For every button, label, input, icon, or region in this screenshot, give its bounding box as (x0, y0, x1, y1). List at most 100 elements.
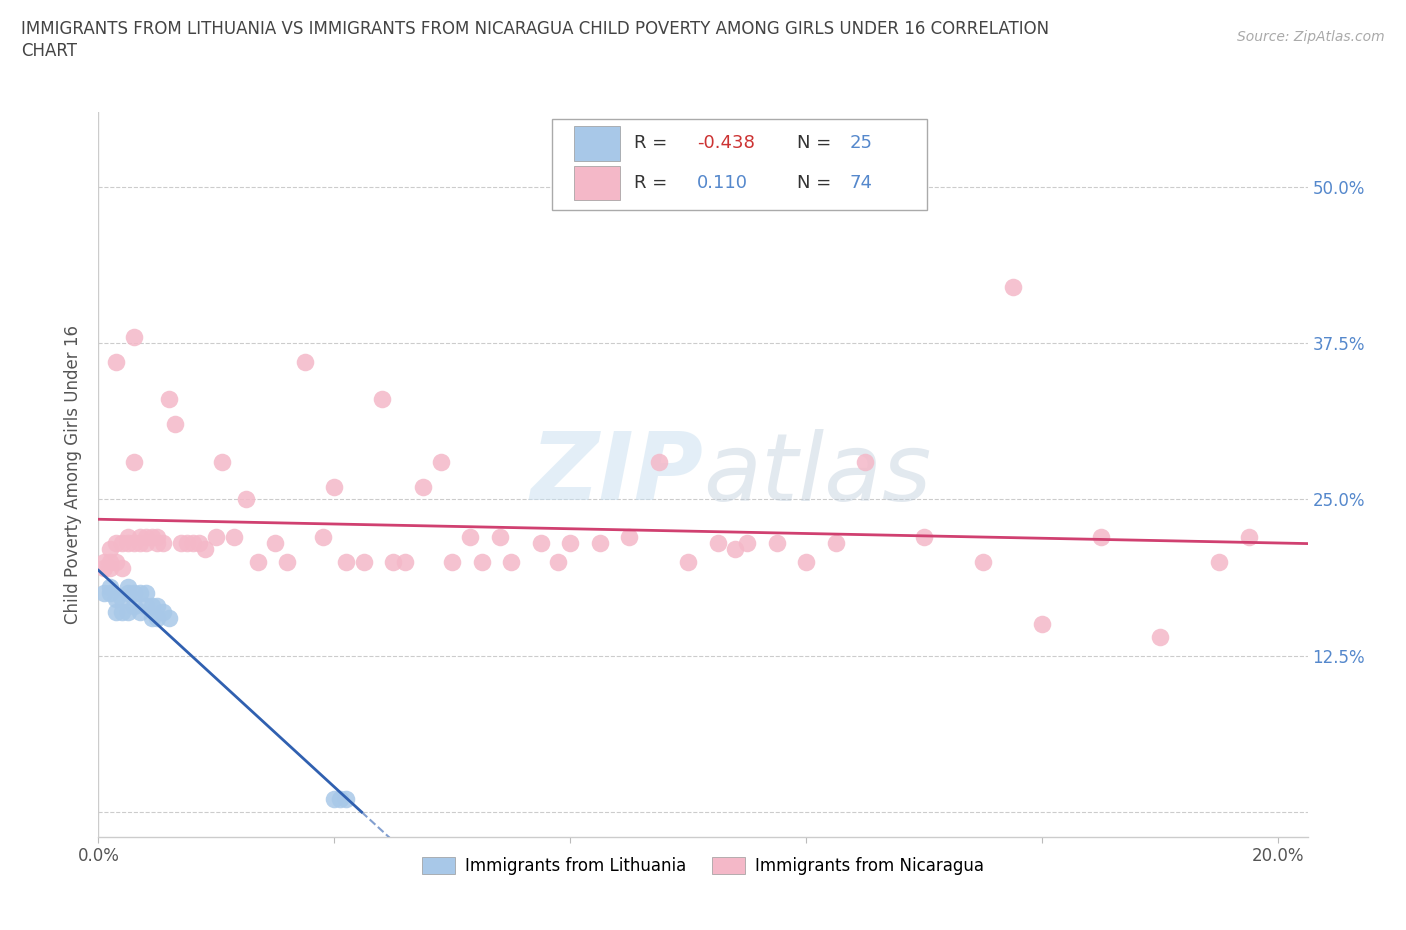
Text: ZIP: ZIP (530, 429, 703, 520)
Point (194, 542, 217, 557)
Point (1031, 617, 1053, 631)
Legend: Immigrants from Lithuania, Immigrants from Nicaragua: Immigrants from Lithuania, Immigrants fr… (413, 848, 993, 884)
Point (589, 536, 612, 551)
Point (146, 611, 169, 626)
Point (972, 554, 994, 569)
Point (560, 536, 582, 551)
Point (1149, 630, 1171, 644)
Point (152, 604, 174, 619)
Point (187, 536, 209, 551)
Point (135, 598, 157, 613)
Point (412, 479, 434, 494)
Point (98, 554, 121, 569)
Point (311, 529, 333, 544)
Point (117, 604, 139, 619)
Point (165, 417, 187, 432)
Point (458, 529, 481, 544)
Point (370, 392, 392, 406)
Point (117, 586, 139, 601)
Point (1208, 554, 1230, 569)
Point (181, 536, 204, 551)
Point (117, 579, 139, 594)
Point (128, 586, 150, 601)
Point (146, 598, 169, 613)
Point (678, 554, 700, 569)
Point (111, 561, 134, 576)
Point (530, 536, 553, 551)
Point (501, 554, 523, 569)
Bar (574, 126, 620, 161)
Point (105, 591, 128, 606)
Point (141, 529, 163, 544)
Point (912, 529, 935, 544)
Point (98, 561, 121, 576)
Point (152, 536, 174, 551)
Point (141, 611, 163, 626)
Point (824, 536, 846, 551)
Point (276, 554, 298, 569)
Point (735, 536, 758, 551)
Point (111, 604, 134, 619)
Point (122, 455, 145, 470)
Point (135, 529, 157, 544)
Point (294, 354, 316, 369)
Point (146, 529, 169, 544)
Point (619, 529, 641, 544)
Point (429, 455, 451, 470)
Text: 0.110: 0.110 (697, 174, 748, 193)
Point (111, 591, 134, 606)
Point (111, 536, 134, 551)
Point (128, 529, 150, 544)
Point (105, 604, 128, 619)
Point (122, 586, 145, 601)
Point (93, 554, 115, 569)
Point (105, 536, 128, 551)
Point (105, 354, 128, 369)
Point (323, 479, 346, 494)
Point (329, 792, 352, 807)
Text: IMMIGRANTS FROM LITHUANIA VS IMMIGRANTS FROM NICARAGUA CHILD POVERTY AMONG GIRLS: IMMIGRANTS FROM LITHUANIA VS IMMIGRANTS … (21, 20, 1049, 38)
Point (157, 611, 180, 626)
Point (471, 554, 494, 569)
Text: 25: 25 (849, 134, 872, 153)
Point (264, 536, 287, 551)
Point (382, 554, 405, 569)
Point (98, 579, 121, 594)
Point (547, 554, 569, 569)
Point (135, 586, 157, 601)
Point (488, 529, 510, 544)
Point (122, 598, 145, 613)
Text: N =: N = (797, 174, 831, 193)
Point (794, 554, 817, 569)
Point (335, 554, 357, 569)
Point (205, 529, 228, 544)
Point (128, 536, 150, 551)
Point (170, 536, 193, 551)
Point (141, 598, 163, 613)
Point (93, 586, 115, 601)
Point (394, 554, 416, 569)
Point (323, 792, 346, 807)
Text: R =: R = (634, 174, 668, 193)
Point (706, 536, 728, 551)
Point (246, 554, 269, 569)
Point (648, 455, 671, 470)
Point (117, 529, 139, 544)
FancyBboxPatch shape (551, 119, 927, 209)
Point (93, 561, 115, 576)
Text: -0.438: -0.438 (697, 134, 755, 153)
Point (105, 554, 128, 569)
Y-axis label: Child Poverty Among Girls Under 16: Child Poverty Among Girls Under 16 (65, 325, 83, 624)
Point (853, 455, 876, 470)
Point (724, 542, 747, 557)
Point (128, 604, 150, 619)
Text: N =: N = (797, 134, 831, 153)
Point (1001, 279, 1024, 294)
Point (1090, 529, 1112, 544)
Text: atlas: atlas (703, 429, 931, 520)
Point (235, 492, 257, 507)
Text: 74: 74 (849, 174, 872, 193)
Point (122, 329, 145, 344)
Point (117, 536, 139, 551)
Point (135, 536, 157, 551)
